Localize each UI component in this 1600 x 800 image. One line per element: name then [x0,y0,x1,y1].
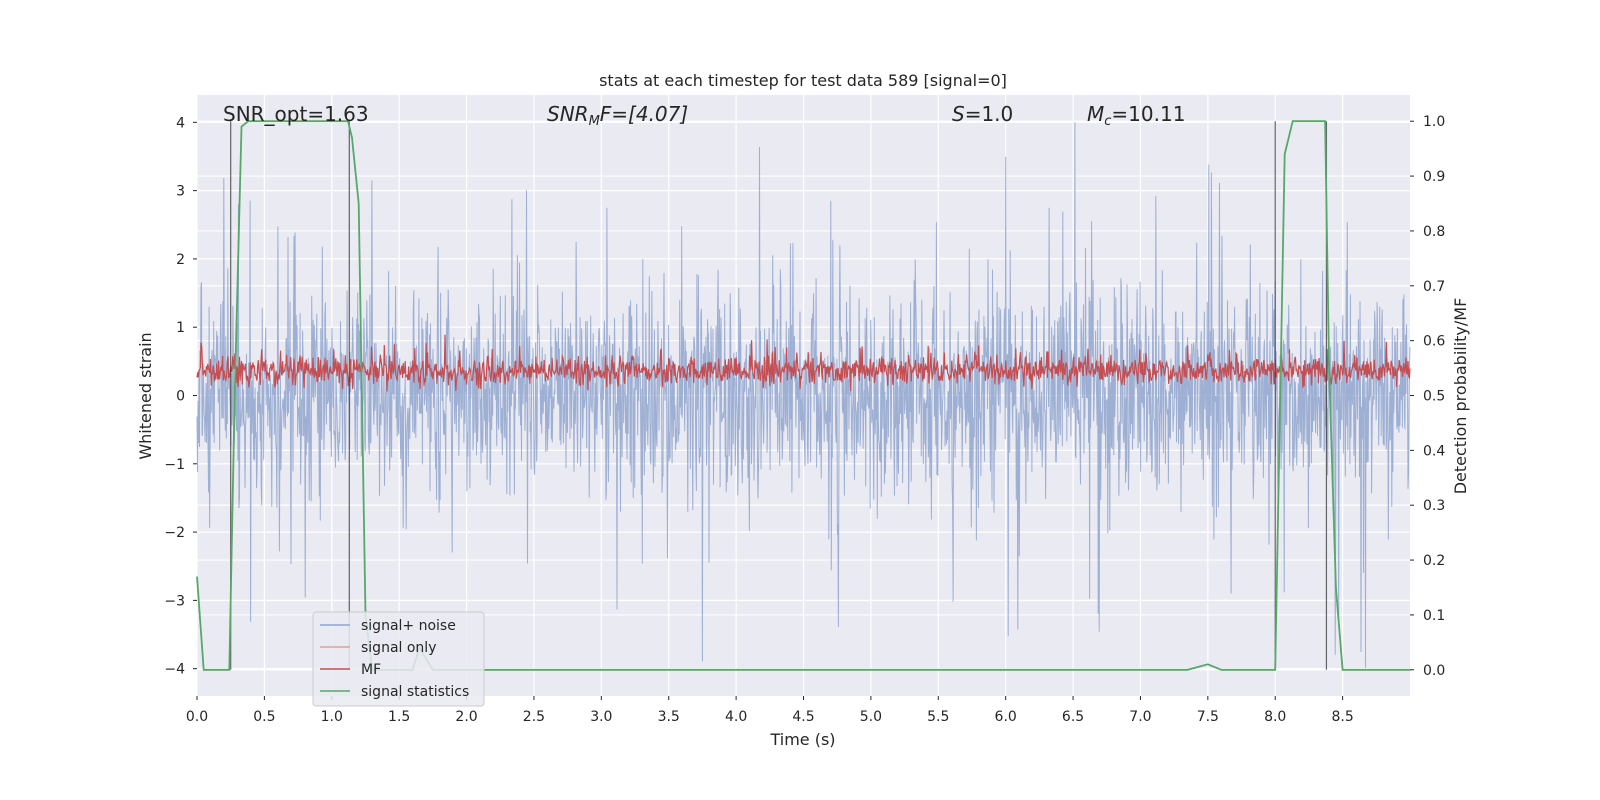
legend: signal+ noise signal only MF signal stat… [312,611,485,707]
y-tick-label: 2 [176,252,185,268]
annotation-s-value: S=1.0 [952,102,1013,126]
y2-tick-label: 0.3 [1423,498,1445,514]
y-tick-label: −1 [164,457,185,473]
x-tick-label: 1.0 [321,709,343,725]
y2-tick-label: 1.0 [1423,114,1445,130]
y-axis-ticks: −4 −3 −2 −1 0 1 2 3 4 [164,115,197,678]
x-tick-label: 3.5 [658,709,680,725]
y-tick-label: 4 [176,115,185,131]
y2-tick-label: 0.7 [1423,279,1445,295]
y2-tick-label: 0.8 [1423,224,1445,240]
vertical-markers [230,121,1328,670]
signal-noise-line [196,122,1411,668]
x-tick-label: 7.5 [1197,709,1219,725]
x-tick-label: 4.5 [792,709,814,725]
x-tick-label: 2.5 [523,709,545,725]
annotation-snr-mf: SNRMF=[4.07] [547,102,688,129]
chart-title: stats at each timestep for test data 589… [599,71,1007,90]
x-axis-ticks: 0.0 0.5 1.0 1.5 2.0 2.5 3.0 3.5 4.0 4.5 5.0 5.5 6.0 6… [186,696,1354,725]
x-tick-label: 8.0 [1264,709,1286,725]
x-tick-label: 3.0 [590,709,612,725]
y2-tick-label: 0.1 [1423,608,1445,624]
x-tick-label: 7.0 [1129,709,1151,725]
y2-axis-label: Detection probability/MF [1451,298,1470,495]
y2-tick-label: 0.2 [1423,553,1445,569]
y2-tick-label: 0.9 [1423,169,1445,185]
y-tick-label: 3 [176,184,185,200]
legend-label-signal-statistics: signal statistics [361,684,469,700]
y2-tick-label: 0.6 [1423,334,1445,350]
y2-tick-label: 0.0 [1423,663,1445,679]
x-tick-label: 6.5 [1062,709,1084,725]
y-tick-label: −2 [164,525,185,541]
y2-tick-label: 0.5 [1423,389,1445,405]
x-tick-label: 6.0 [995,709,1017,725]
y2-axis-ticks: 0.0 0.1 0.2 0.3 0.4 0.5 0.6 0.7 0.8 0.9 1.0 [1410,114,1445,679]
x-tick-label: 5.5 [927,709,949,725]
x-tick-label: 4.0 [725,709,747,725]
annotation-mc-value: Mc=10.11 [1087,102,1185,129]
x-tick-label: 8.5 [1331,709,1353,725]
x-axis-label: Time (s) [769,730,835,749]
x-tick-label: 0.0 [186,709,208,725]
signal-noise-series [196,122,1411,668]
x-tick-label: 1.5 [388,709,410,725]
legend-label-mf: MF [361,662,381,678]
y2-tick-label: 0.4 [1423,443,1445,459]
y-axis-label: Whitened strain [136,332,155,459]
y-tick-label: 0 [176,389,185,405]
y-tick-label: 1 [176,320,185,336]
y-tick-label: −3 [164,593,185,609]
mf-series [196,334,1411,392]
mf-line [196,334,1411,392]
x-tick-label: 2.0 [455,709,477,725]
annotation-snr-opt: SNR_opt=1.63 [223,102,369,126]
legend-box [312,611,485,707]
legend-label-signal-only: signal only [361,640,436,656]
legend-label-signal-noise: signal+ noise [361,618,456,634]
x-tick-label: 0.5 [253,709,275,725]
y-tick-label: −4 [164,662,185,678]
x-tick-label: 5.0 [860,709,882,725]
